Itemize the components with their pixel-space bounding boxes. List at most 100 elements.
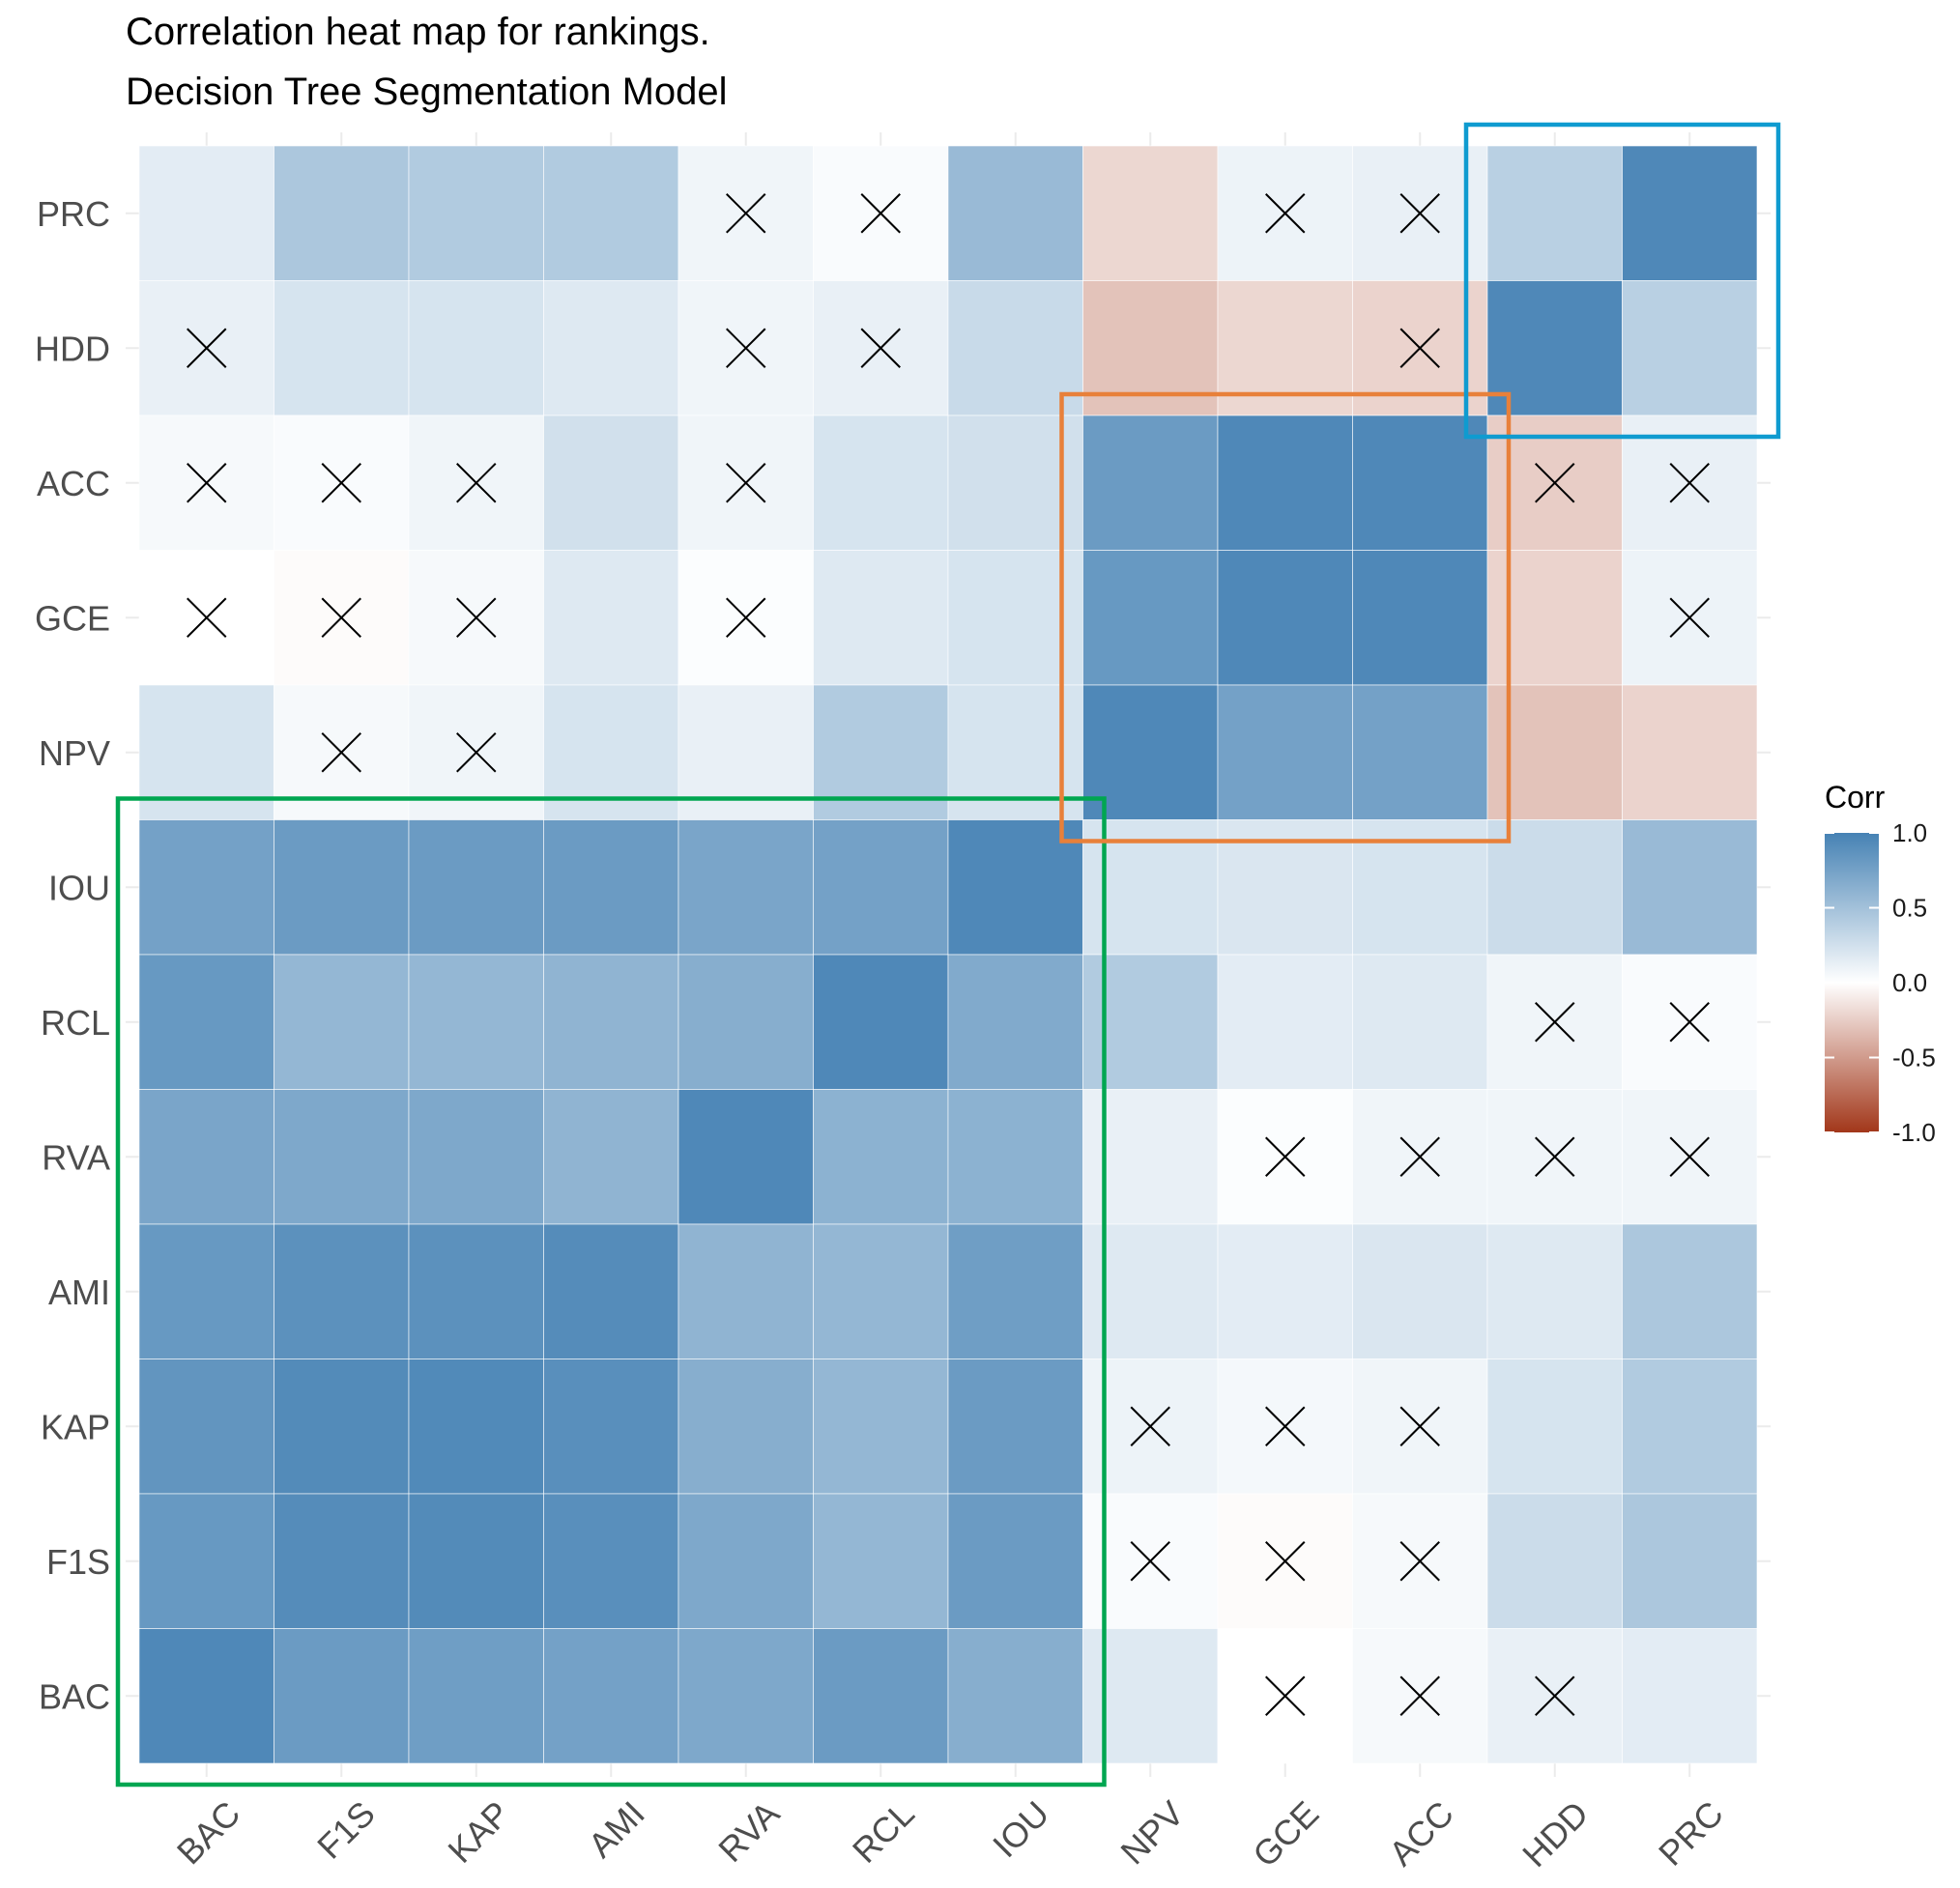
heatmap-cell-ami-rva	[677, 1223, 814, 1359]
heatmap-cell-rva-ami	[543, 1089, 679, 1225]
y-tick-label-ami: AMI	[48, 1273, 110, 1312]
y-tick-label-acc: ACC	[37, 464, 110, 503]
x-tick-label-rva: RVA	[710, 1793, 787, 1870]
y-tick-label-hdd: HDD	[35, 329, 110, 368]
cross-mark	[1399, 193, 1440, 234]
heatmap-cell-bac-prc	[1622, 1628, 1758, 1764]
heatmap-cell-f1s-rva	[677, 1493, 814, 1629]
heatmap-cell-f1s-rcl	[813, 1493, 949, 1629]
heatmap-cell-rva-f1s	[274, 1089, 410, 1225]
x-tick-label-ami: AMI	[581, 1793, 652, 1865]
cross-stroke	[187, 597, 227, 638]
cross-mark	[726, 463, 766, 503]
cross-mark	[1399, 1675, 1440, 1716]
cross-mark	[187, 463, 227, 503]
heatmap-cell-npv-prc	[1622, 684, 1758, 820]
x-tick-label-bac: BAC	[169, 1793, 247, 1872]
cross-stroke	[1669, 463, 1710, 503]
heatmap-cell-prc-kap	[408, 145, 544, 281]
cross-stroke	[1399, 1406, 1440, 1446]
cross-mark	[726, 597, 766, 638]
cross-stroke	[187, 463, 227, 503]
y-tick-label-iou: IOU	[48, 868, 110, 907]
x-tick-label-rcl: RCL	[845, 1793, 922, 1871]
cross-stroke	[321, 597, 361, 638]
cross-stroke	[1265, 1675, 1306, 1716]
heatmap-cell-f1s-kap	[408, 1493, 544, 1629]
heatmap-cell-bac-f1s	[274, 1628, 410, 1764]
cross-mark	[1669, 1136, 1710, 1177]
cross-stroke	[1669, 1002, 1710, 1043]
cross-stroke	[456, 732, 497, 773]
highlight-box-2	[1059, 391, 1512, 844]
cross-stroke	[726, 597, 766, 638]
heatmap-cell-kap-iou	[947, 1359, 1083, 1495]
cross-stroke	[1130, 1406, 1170, 1446]
cross-stroke	[1265, 1136, 1306, 1177]
cross-mark	[1265, 1136, 1306, 1177]
insignificant-cross-marks	[187, 193, 1710, 1716]
heatmap-cell-iou-rva	[677, 819, 814, 956]
color-legend: Corr 1.0 0.5 0.0 -0.5 -1.0	[1825, 780, 1936, 1147]
cross-stroke	[1399, 1136, 1440, 1177]
cross-stroke	[1399, 193, 1440, 234]
heatmap-cell-rcl-acc	[1352, 954, 1488, 1090]
heatmap-cell-gce-acc	[1352, 550, 1488, 686]
cross-stroke	[1399, 1541, 1440, 1582]
heatmap-cell-acc-rcl	[813, 415, 949, 551]
x-axis: BAC F1S KAP AMI RVA RCL IOU NPV GCE ACC HDD PRC	[169, 1793, 1731, 1874]
cross-mark	[1399, 1541, 1440, 1582]
heatmap-cell-bac-rcl	[813, 1628, 949, 1764]
highlight-box-1	[115, 796, 1107, 1788]
x-tick-label-hdd: HDD	[1514, 1793, 1596, 1874]
heatmap-cell-hdd-prc	[1622, 280, 1758, 416]
cross-stroke	[1669, 597, 1710, 638]
heatmap-cell-gce-rcl	[813, 550, 949, 686]
heatmap-cell-iou-bac	[138, 819, 274, 956]
cross-stroke	[860, 328, 901, 368]
highlight-boxes	[115, 122, 1781, 1788]
heatmap-cell-rva-rva	[677, 1089, 814, 1225]
cross-mark	[321, 732, 361, 773]
heatmap-cell-bac-ami	[543, 1628, 679, 1764]
cross-stroke	[860, 193, 901, 234]
legend-tick-label: 0.0	[1892, 968, 1927, 997]
heatmap-cell-acc-npv	[1082, 415, 1219, 551]
heatmap-cell-ami-gce	[1217, 1223, 1353, 1359]
heatmap-cell-rcl-ami	[543, 954, 679, 1090]
x-tick-label-prc: PRC	[1651, 1793, 1731, 1874]
legend-tick-label: -1.0	[1892, 1118, 1936, 1147]
heatmap-cell-bac-rva	[677, 1628, 814, 1764]
cross-mark	[1399, 1136, 1440, 1177]
heatmap-cell-ami-hdd	[1486, 1223, 1623, 1359]
heatmap-cell-ami-iou	[947, 1223, 1083, 1359]
cross-stroke	[1265, 193, 1306, 234]
y-tick-label-prc: PRC	[37, 194, 110, 234]
cross-stroke	[1535, 1002, 1575, 1043]
cross-stroke	[1535, 1136, 1575, 1177]
heatmap-cell-prc-iou	[947, 145, 1083, 281]
cross-mark	[860, 193, 901, 234]
heatmap-cell-ami-f1s	[274, 1223, 410, 1359]
heatmap-cell-iou-rcl	[813, 819, 949, 956]
heatmap-cell-ami-bac	[138, 1223, 274, 1359]
heatmap-cell-kap-prc	[1622, 1359, 1758, 1495]
heatmap-cell-prc-hdd	[1486, 145, 1623, 281]
x-tick-label-kap: KAP	[440, 1793, 517, 1871]
cross-mark	[1265, 1541, 1306, 1582]
heatmap-cell-rcl-kap	[408, 954, 544, 1090]
heatmap-cell-bac-iou	[947, 1628, 1083, 1764]
chart-title-line-2: Decision Tree Segmentation Model	[126, 71, 728, 113]
heatmap-cell-bac-bac	[138, 1628, 274, 1764]
heatmap-cell-rcl-bac	[138, 954, 274, 1090]
cross-mark	[1669, 597, 1710, 638]
heatmap-cell-gce-ami	[543, 550, 679, 686]
heatmap-cell-iou-prc	[1622, 819, 1758, 956]
heatmap-cell-rva-rcl	[813, 1089, 949, 1225]
heatmap-cell-hdd-kap	[408, 280, 544, 416]
heatmap-cell-f1s-prc	[1622, 1493, 1758, 1629]
legend-tick-label: 1.0	[1892, 818, 1927, 847]
cross-stroke	[456, 463, 497, 503]
y-tick-label-gce: GCE	[35, 598, 110, 638]
heatmap-cell-ami-prc	[1622, 1223, 1758, 1359]
